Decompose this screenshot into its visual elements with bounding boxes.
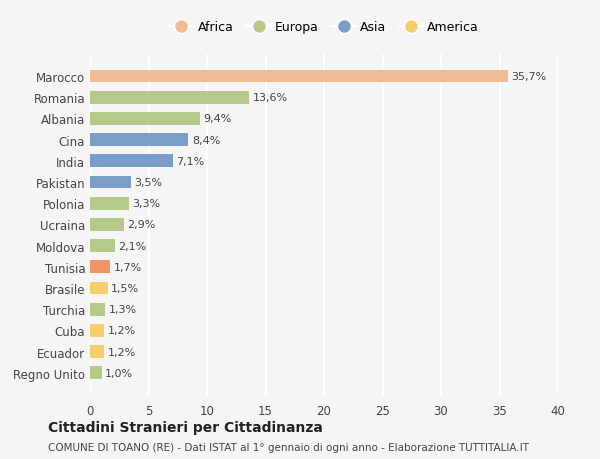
Bar [90,218,124,231]
Bar [90,155,173,168]
Bar [90,282,107,295]
Bar [90,176,131,189]
Bar [90,71,508,83]
Text: 1,7%: 1,7% [113,262,142,272]
Text: 1,2%: 1,2% [107,347,136,357]
Bar [90,325,104,337]
Text: Cittadini Stranieri per Cittadinanza: Cittadini Stranieri per Cittadinanza [48,420,323,435]
Text: 13,6%: 13,6% [253,93,288,103]
Text: COMUNE DI TOANO (RE) - Dati ISTAT al 1° gennaio di ogni anno - Elaborazione TUTT: COMUNE DI TOANO (RE) - Dati ISTAT al 1° … [48,442,529,452]
Legend: Africa, Europa, Asia, America: Africa, Europa, Asia, America [165,17,483,38]
Bar [90,92,249,104]
Bar [90,261,110,274]
Text: 1,0%: 1,0% [105,368,133,378]
Text: 9,4%: 9,4% [203,114,232,124]
Text: 1,3%: 1,3% [109,304,137,314]
Bar [90,197,128,210]
Text: 8,4%: 8,4% [192,135,220,146]
Bar [90,134,188,147]
Bar [90,346,104,358]
Text: 7,1%: 7,1% [176,157,205,167]
Text: 1,5%: 1,5% [111,283,139,293]
Bar [90,303,105,316]
Bar [90,113,200,125]
Text: 3,5%: 3,5% [134,178,163,188]
Bar [90,367,102,379]
Text: 2,9%: 2,9% [127,220,156,230]
Text: 35,7%: 35,7% [511,72,547,82]
Text: 3,3%: 3,3% [132,199,160,209]
Text: 1,2%: 1,2% [107,326,136,336]
Bar [90,240,115,252]
Text: 2,1%: 2,1% [118,241,146,251]
